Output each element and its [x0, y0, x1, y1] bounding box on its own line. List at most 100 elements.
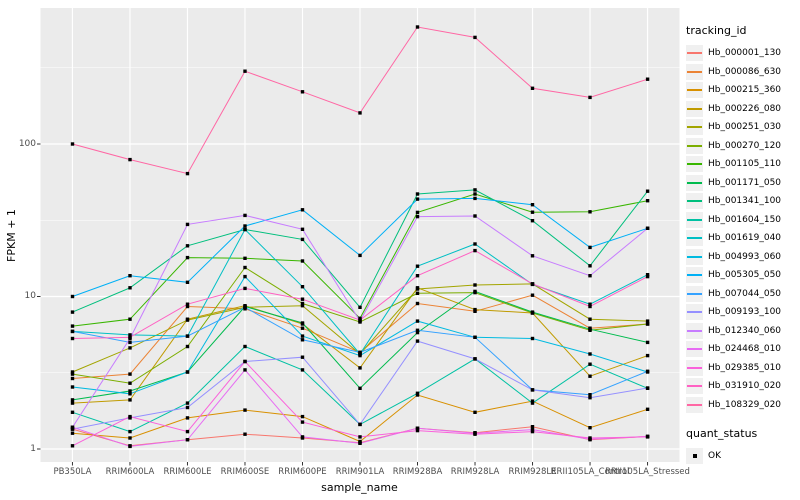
quant-ok-key	[686, 448, 703, 465]
x-tick-label: RRIM928BA	[392, 467, 443, 477]
legend-line-swatch-icon	[687, 255, 702, 258]
data-point	[645, 77, 650, 81]
legend-key	[686, 322, 703, 339]
x-axis-title: sample_name	[321, 481, 398, 494]
data-point	[300, 208, 305, 212]
data-point	[588, 317, 592, 321]
legend-entry: Hb_007044_050	[686, 285, 800, 304]
legend-section-quant-status: quant_status OK	[686, 427, 800, 466]
legend-line-swatch-icon	[687, 329, 702, 332]
data-point	[645, 340, 650, 345]
data-point	[645, 386, 650, 390]
data-point	[415, 264, 420, 268]
legend-key	[686, 267, 703, 284]
data-point	[300, 321, 305, 325]
legend-key	[686, 359, 703, 376]
legend-key	[686, 341, 703, 358]
legend-line-swatch-icon	[687, 385, 702, 388]
data-point	[185, 438, 190, 442]
data-point	[185, 334, 190, 338]
data-point	[415, 210, 420, 215]
legend-line-swatch-icon	[687, 200, 702, 203]
legend-entry: Hb_000086_630	[686, 63, 800, 82]
data-point	[358, 350, 362, 355]
data-point	[243, 368, 247, 372]
x-tick-label: RRIM600LA	[105, 467, 155, 477]
data-point	[530, 388, 535, 392]
data-point	[530, 427, 535, 432]
data-point	[588, 304, 592, 309]
data-point	[588, 436, 592, 440]
data-point	[473, 335, 477, 339]
data-point	[415, 274, 420, 278]
legend-entry: Hb_001619_040	[686, 229, 800, 248]
data-point	[300, 304, 305, 308]
data-point	[645, 199, 650, 203]
data-point	[300, 259, 305, 263]
data-point	[128, 335, 132, 339]
data-point	[358, 305, 362, 309]
data-point	[588, 264, 592, 268]
data-point	[415, 192, 420, 196]
legend-entry: Hb_000251_030	[686, 118, 800, 137]
x-tick-label: RRIM600SE	[220, 467, 270, 477]
legend-entry-label: Hb_000086_630	[708, 66, 782, 77]
legend-line-swatch-icon	[687, 181, 702, 184]
data-point	[645, 274, 650, 279]
data-point	[358, 439, 362, 444]
data-point	[473, 188, 477, 192]
data-point	[645, 226, 650, 230]
data-point	[70, 310, 75, 314]
data-point	[243, 274, 247, 279]
data-point	[588, 362, 592, 366]
y-axis-title-wrap: FPKM + 1	[0, 8, 22, 462]
data-point	[415, 426, 420, 430]
legend-entry: Hb_001105_110	[686, 155, 800, 174]
data-point	[415, 287, 420, 291]
data-point	[70, 385, 75, 389]
data-point	[243, 224, 247, 228]
legend-key	[686, 193, 703, 210]
data-point	[473, 357, 477, 361]
data-point	[70, 142, 75, 146]
data-point	[128, 381, 132, 385]
legend-entry: Hb_000001_130	[686, 44, 800, 63]
legend-entry: Hb_001604_150	[686, 211, 800, 230]
data-point	[70, 427, 75, 431]
data-point	[358, 318, 362, 322]
legend-line-swatch-icon	[687, 366, 702, 369]
data-point	[70, 376, 75, 381]
data-point	[128, 392, 132, 396]
data-point	[645, 319, 650, 323]
data-point	[300, 338, 305, 342]
legend-key	[686, 137, 703, 154]
data-point	[70, 370, 75, 374]
legend-entry-label: Hb_001341_100	[708, 196, 782, 207]
data-point	[415, 197, 420, 201]
data-point	[243, 265, 247, 270]
data-point	[70, 401, 75, 405]
data-point	[128, 157, 132, 162]
data-point	[70, 372, 75, 376]
legend-line-swatch-icon	[687, 348, 702, 351]
legend-entry-label: Hb_001171_050	[708, 177, 782, 188]
data-point	[243, 408, 247, 412]
legend-title-quant-status: quant_status	[686, 427, 758, 440]
data-point	[645, 189, 650, 193]
data-point	[588, 274, 592, 278]
legend-entry: Hb_005305_050	[686, 266, 800, 285]
legend-key	[686, 156, 703, 173]
data-point	[185, 416, 190, 420]
data-point	[300, 297, 305, 301]
data-point	[588, 210, 592, 214]
data-point	[415, 291, 420, 295]
data-point	[415, 25, 420, 29]
data-point	[185, 222, 190, 227]
data-point	[415, 319, 420, 323]
data-point	[185, 280, 190, 284]
x-tick-label: RRIM600LE	[163, 467, 212, 477]
legend-key	[686, 211, 703, 228]
legend-entry: Hb_009193_100	[686, 303, 800, 322]
legend-entry: Hb_012340_060	[686, 322, 800, 341]
data-point	[128, 372, 132, 376]
